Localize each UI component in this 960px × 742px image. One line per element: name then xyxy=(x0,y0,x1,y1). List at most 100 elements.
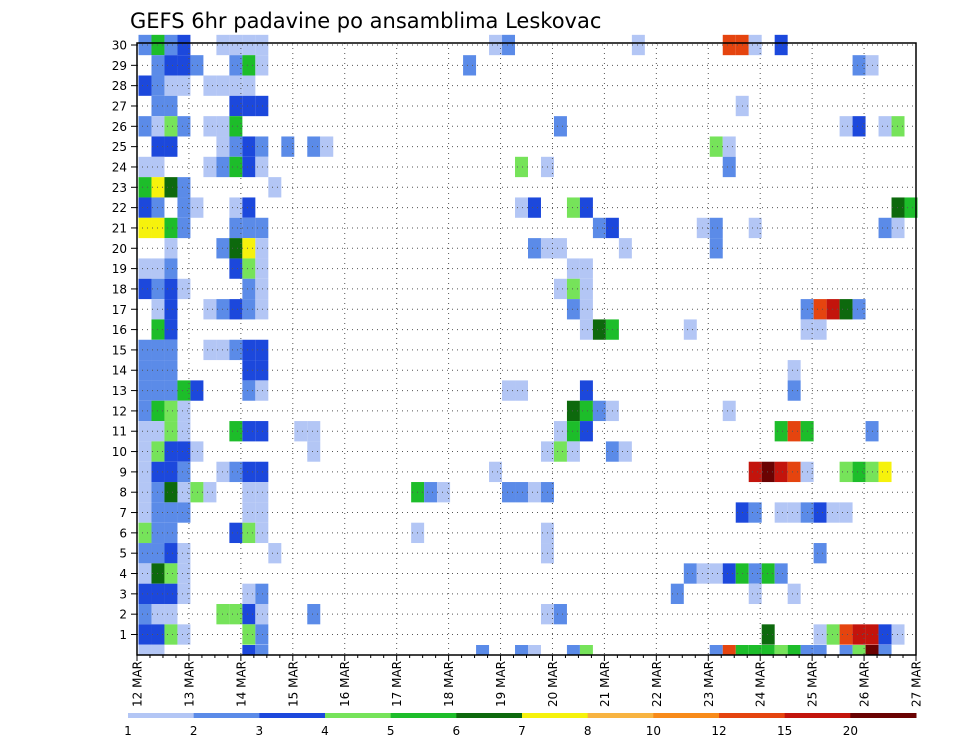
heatmap-cell xyxy=(437,482,451,503)
heatmap-cell xyxy=(138,522,152,544)
heatmap-cell xyxy=(722,400,736,422)
heatmap-cell xyxy=(242,217,256,239)
heatmap-cell xyxy=(515,156,528,178)
heatmap-cell xyxy=(242,95,256,117)
heatmap-cell xyxy=(138,624,152,645)
colorbar-label: 4 xyxy=(321,724,329,738)
heatmap-cell xyxy=(774,421,788,442)
heatmap-cell xyxy=(865,645,879,655)
heatmap-cell xyxy=(553,604,567,625)
heatmap-cell xyxy=(177,400,191,422)
x-axis: 12 MAR 13 MAR 14 MAR 15 MAR 16 MAR 17 MAR 18 M… xyxy=(131,655,924,707)
colorbar-segment xyxy=(784,713,851,718)
heatmap-cell xyxy=(229,299,243,320)
heatmap-cell xyxy=(242,136,256,157)
heatmap-cell xyxy=(138,217,152,239)
heatmap-cell xyxy=(255,34,269,56)
y-tick-label: 19 xyxy=(112,262,127,276)
heatmap-cell xyxy=(631,34,645,56)
heatmap-cell xyxy=(255,380,269,401)
heatmap-cell xyxy=(138,75,152,96)
heatmap-cell xyxy=(255,258,269,279)
heatmap-cell xyxy=(709,645,723,655)
heatmap-cell xyxy=(307,136,321,157)
heatmap-cell xyxy=(489,34,503,56)
heatmap-cell xyxy=(307,421,321,442)
heatmap-cell xyxy=(229,461,243,483)
heatmap-cell xyxy=(748,217,762,239)
heatmap-cell xyxy=(177,482,191,503)
heatmap-cell xyxy=(592,319,606,340)
heatmap-cell xyxy=(164,380,178,401)
heatmap-cell xyxy=(164,136,178,157)
x-tick-label: 13 MAR xyxy=(182,661,196,707)
heatmap-cell xyxy=(138,34,152,56)
heatmap-cell xyxy=(164,482,178,503)
heatmap-cell xyxy=(579,319,593,340)
heatmap-cell xyxy=(151,645,165,655)
heatmap-cell xyxy=(826,624,840,645)
heatmap-cell xyxy=(566,258,580,279)
y-tick-label: 20 xyxy=(112,242,127,256)
heatmap-cell xyxy=(528,238,541,259)
x-tick-label: 15 MAR xyxy=(286,661,300,707)
heatmap-cell xyxy=(774,645,788,655)
y-tick-label: 11 xyxy=(112,425,127,439)
heatmap-cell xyxy=(852,624,866,645)
colorbar-segment xyxy=(128,713,195,718)
heatmap-cell xyxy=(566,278,580,300)
heatmap-cell xyxy=(164,299,178,320)
heatmap-cell xyxy=(255,156,269,178)
heatmap-cell xyxy=(424,482,438,503)
heatmap-cell xyxy=(229,197,243,218)
heatmap-cell xyxy=(852,461,866,483)
heatmap-cell xyxy=(761,563,775,584)
colorbar-segment xyxy=(456,713,523,718)
heatmap-cell xyxy=(839,116,853,137)
heatmap-cell xyxy=(255,624,269,645)
heatmap-cell xyxy=(268,543,282,564)
heatmap-cell xyxy=(904,197,918,218)
heatmap-cell xyxy=(722,645,736,655)
heatmap-cell xyxy=(878,645,892,655)
y-tick-label: 27 xyxy=(112,99,127,113)
heatmap-cell xyxy=(515,645,528,655)
colorbar-segment xyxy=(325,713,392,718)
heatmap-cell xyxy=(190,55,204,76)
heatmap-cell xyxy=(579,299,593,320)
heatmap-cell xyxy=(242,339,256,361)
heatmap-cell xyxy=(138,116,152,137)
heatmap-cell xyxy=(813,319,827,340)
heatmap-cell xyxy=(138,543,152,564)
heatmap-cell xyxy=(255,217,269,239)
heatmap-cell xyxy=(748,502,762,523)
heatmap-cell xyxy=(138,258,152,279)
heatmap-cell xyxy=(138,421,152,442)
heatmap-cell xyxy=(553,441,567,462)
heatmap-cell xyxy=(164,95,178,117)
heatmap-cell xyxy=(164,278,178,300)
heatmap-cell xyxy=(579,645,593,655)
colorbar-label: 15 xyxy=(777,724,792,738)
y-tick-label: 25 xyxy=(112,140,127,154)
heatmap-cell xyxy=(242,522,256,544)
colorbar-label: 12 xyxy=(711,724,726,738)
heatmap-cell xyxy=(242,380,256,401)
heatmap-cell xyxy=(242,421,256,442)
colorbar-segment xyxy=(719,713,786,718)
heatmap-cell xyxy=(203,482,217,503)
heatmap-cell xyxy=(164,339,178,361)
heatmap-cell xyxy=(138,339,152,361)
colorbar-label: 20 xyxy=(843,724,858,738)
heatmap-cell xyxy=(255,461,269,483)
heatmap-cell xyxy=(177,380,191,401)
heatmap-cell xyxy=(138,604,152,625)
heatmap-cell xyxy=(138,482,152,503)
heatmap-cell xyxy=(579,197,593,218)
colorbar: 1 2 3 4 5 6 7 8 10 12 15 20 xyxy=(124,713,917,738)
heatmap-cell xyxy=(242,258,256,279)
heatmap-cell xyxy=(489,461,503,483)
heatmap-cell xyxy=(515,380,528,401)
heatmap-cell xyxy=(177,421,191,442)
heatmap-cell xyxy=(229,522,243,544)
